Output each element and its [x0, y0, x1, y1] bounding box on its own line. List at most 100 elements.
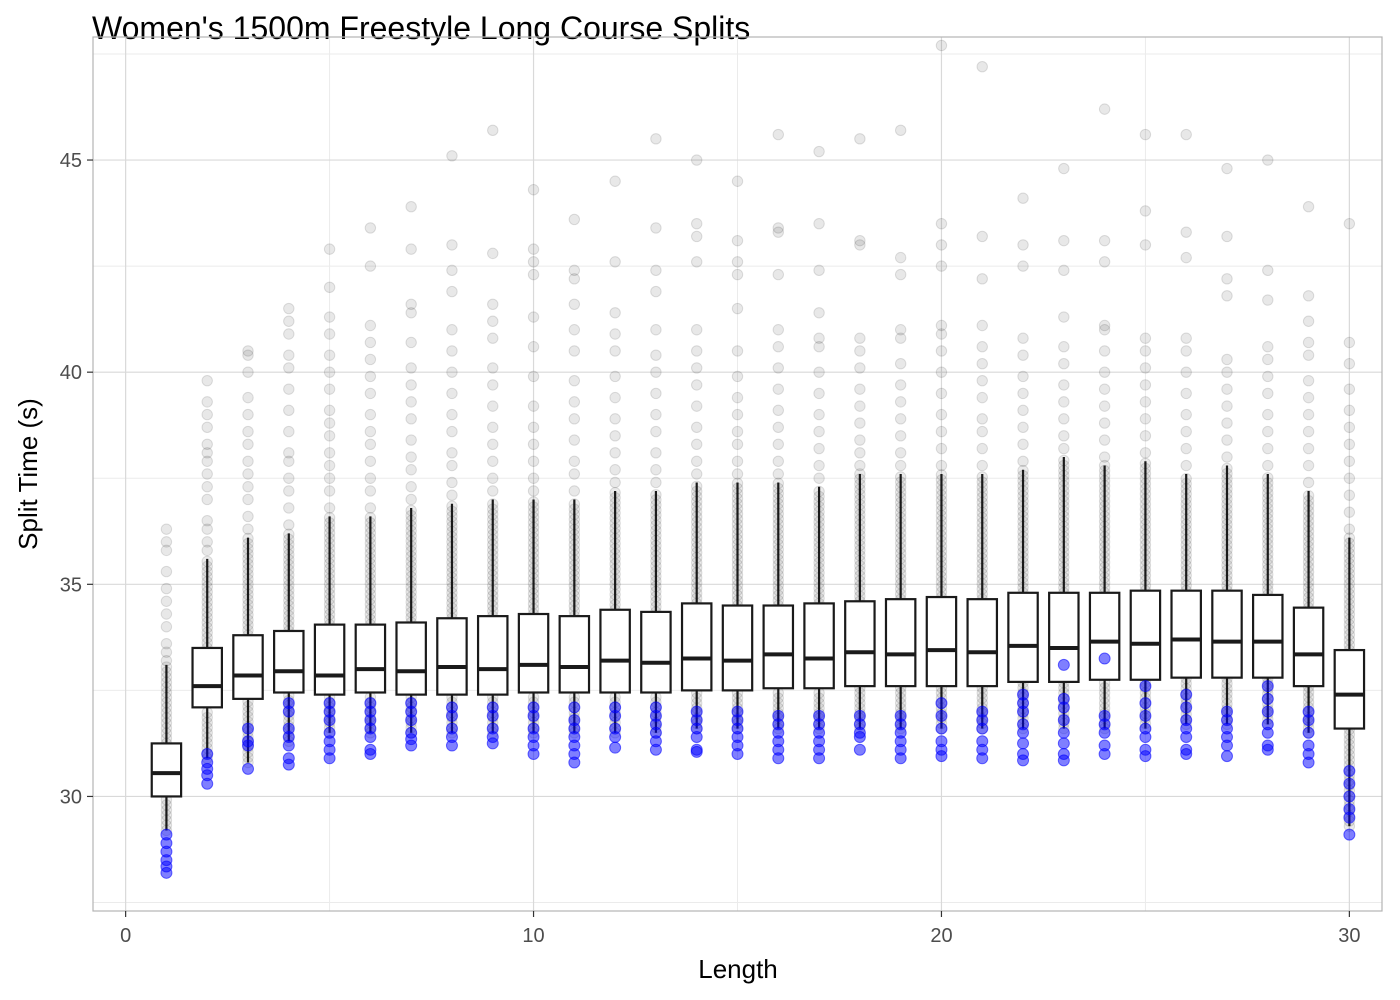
outlier-point: [1221, 273, 1233, 285]
outlier-point: [813, 472, 825, 484]
highlighted-point: [1180, 748, 1193, 761]
box-14: [680, 602, 713, 692]
outlier-point: [609, 345, 621, 357]
outlier-point: [1098, 256, 1111, 268]
outlier-point: [242, 510, 254, 523]
outlier-point: [160, 638, 173, 650]
outlier-point: [894, 251, 907, 264]
outlier-point: [731, 256, 744, 268]
highlighted-point: [1343, 790, 1356, 803]
outlier-point: [1302, 349, 1315, 361]
x-axis-title: Length: [698, 954, 778, 984]
outlier-point: [650, 408, 662, 421]
outlier-point: [976, 60, 988, 73]
outlier-point: [894, 324, 907, 336]
outlier-point: [854, 434, 866, 446]
outlier-point: [323, 472, 336, 484]
outlier-point: [772, 222, 784, 234]
box-7: [395, 621, 427, 696]
outlier-point: [487, 379, 499, 391]
outlier-point: [323, 383, 336, 395]
outlier-point: [283, 519, 295, 531]
outlier-point: [650, 387, 662, 400]
outlier-point: [446, 285, 458, 298]
outlier-point: [731, 345, 744, 357]
outlier-point: [1139, 128, 1152, 141]
outlier-point: [1098, 400, 1111, 412]
outlier-point: [1017, 349, 1029, 361]
outlier-point: [1262, 459, 1274, 472]
outlier-point: [772, 324, 784, 336]
outlier-point: [405, 336, 417, 349]
outlier-point: [813, 425, 825, 438]
outlier-point: [1098, 434, 1111, 446]
highlighted-point: [935, 722, 948, 735]
outlier-point: [1058, 379, 1070, 391]
outlier-point: [650, 264, 662, 277]
outlier-point: [283, 502, 295, 514]
box-4: [273, 629, 305, 694]
outlier-point: [1262, 353, 1274, 366]
box-26: [1170, 589, 1202, 679]
outlier-point: [731, 370, 744, 383]
box-25: [1129, 589, 1162, 681]
outlier-point: [527, 370, 540, 383]
outlier-point: [1058, 430, 1070, 442]
outlier-point: [323, 328, 336, 340]
outlier-point: [201, 468, 213, 480]
outlier-point: [446, 324, 458, 336]
outlier-point: [160, 595, 173, 607]
outlier-point: [283, 485, 295, 497]
outlier-point: [568, 345, 581, 357]
outlier-point: [527, 311, 540, 323]
outlier-point: [568, 396, 581, 408]
highlighted-point: [772, 752, 785, 765]
highlighted-point: [160, 866, 173, 879]
outlier-point: [1058, 311, 1070, 323]
highlighted-point: [1180, 701, 1193, 714]
outlier-point: [446, 425, 458, 438]
outlier-point: [1098, 324, 1111, 336]
highlighted-point: [242, 762, 255, 775]
outlier-point: [405, 451, 417, 463]
outlier-point: [201, 438, 213, 451]
box-6: [354, 623, 387, 694]
highlighted-point: [649, 743, 662, 756]
x-tick-label: 20: [930, 925, 952, 947]
highlighted-point: [1261, 692, 1274, 705]
box-3: [232, 634, 264, 700]
highlighted-point: [813, 752, 826, 765]
outlier-point: [283, 383, 295, 395]
outlier-point: [731, 234, 744, 247]
outlier-point: [894, 430, 907, 442]
outlier-point: [609, 413, 621, 425]
highlighted-point: [282, 758, 295, 771]
highlighted-point: [1017, 705, 1030, 718]
outlier-point: [772, 421, 784, 434]
outlier-point: [1221, 162, 1233, 175]
highlighted-point: [935, 750, 948, 763]
outlier-point: [405, 307, 417, 319]
boxes: [150, 589, 1366, 798]
outlier-point: [1139, 362, 1152, 374]
outlier-point: [935, 442, 948, 455]
outlier-point: [364, 438, 377, 451]
outlier-point: [1098, 345, 1111, 357]
outlier-point: [446, 408, 458, 421]
y-tick-label: 45: [60, 150, 82, 172]
highlighted-point: [609, 709, 622, 722]
outlier-point: [691, 230, 703, 243]
highlighted-point: [1017, 726, 1030, 739]
outlier-point: [568, 264, 581, 277]
box-16: [762, 604, 795, 690]
outlier-point: [1262, 341, 1274, 353]
highlighted-point: [853, 743, 866, 756]
outlier-point: [242, 425, 254, 438]
outlier-point: [1098, 383, 1111, 395]
highlighted-point: [1057, 726, 1070, 739]
highlighted-point: [282, 705, 295, 718]
outlier-point: [364, 408, 377, 421]
outlier-point: [201, 408, 213, 421]
outlier-point: [323, 430, 336, 442]
highlighted-point: [894, 752, 907, 765]
